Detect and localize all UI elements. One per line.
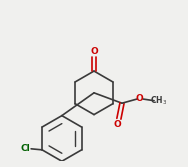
Text: CH$_3$: CH$_3$ <box>150 95 167 107</box>
Text: Cl: Cl <box>21 144 30 153</box>
Text: O: O <box>136 94 143 103</box>
Text: O: O <box>90 47 98 56</box>
Text: O: O <box>114 120 122 129</box>
